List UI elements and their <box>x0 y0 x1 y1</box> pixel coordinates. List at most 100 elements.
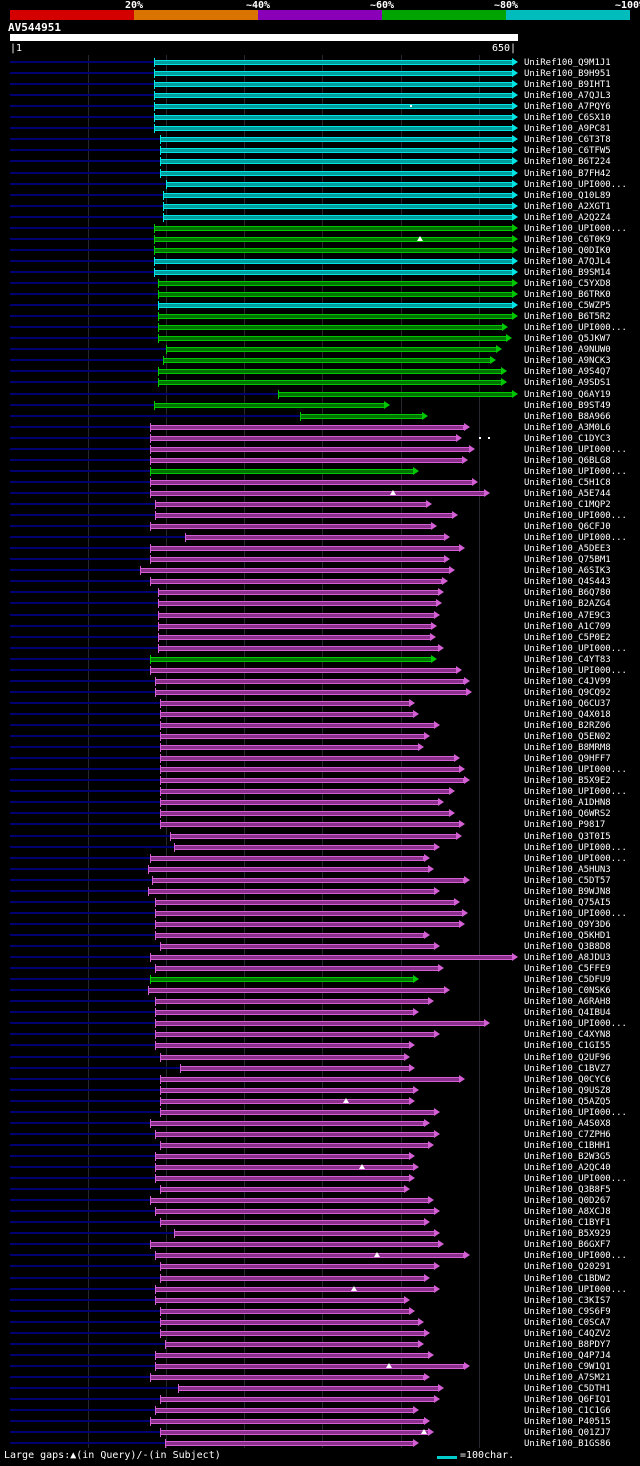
hit-start-tick <box>165 1339 166 1349</box>
hit-start-tick <box>150 577 152 587</box>
hit-row: UniRef100_A7SM21 <box>0 1372 640 1383</box>
query-span-line <box>10 724 161 726</box>
hit-id-label: UniRef100_B2RZ06 <box>524 721 611 731</box>
hit-bar <box>160 756 456 762</box>
hit-start-tick <box>154 919 156 929</box>
hit-arrowhead-icon <box>413 709 420 718</box>
hit-start-tick <box>160 787 162 797</box>
hit-id-label: UniRef100_A5DEE3 <box>524 544 611 555</box>
hit-id-label: UniRef100_Q75BM1 <box>524 555 611 566</box>
hit-row: UniRef100_B9SM14 <box>0 267 640 278</box>
query-span-line <box>10 326 158 329</box>
hit-id-label: UniRef100_UPI000... <box>524 765 627 776</box>
hit-id-label: UniRef100_C0SCA7 <box>524 1317 611 1328</box>
hit-id-label: UniRef100_B8MRM8 <box>524 743 611 754</box>
query-span-line <box>10 315 158 318</box>
hit-arrowhead-icon <box>490 356 497 365</box>
query-span-line <box>10 1331 161 1334</box>
query-span-line <box>10 480 151 483</box>
hit-id-label: UniRef100_C5YXD8 <box>524 279 611 289</box>
query-span-line <box>10 856 151 859</box>
hit-arrowhead-icon <box>429 632 436 641</box>
hit-arrowhead-icon <box>428 864 435 873</box>
hit-bar <box>154 1286 435 1292</box>
query-span-line <box>10 226 154 229</box>
identity-scale-label: ~40% <box>245 0 271 11</box>
query-span-line <box>10 602 158 605</box>
hit-arrowhead-icon <box>512 256 518 265</box>
hit-row: UniRef100_A8JDU3 <box>0 952 640 963</box>
hit-bar <box>160 1098 410 1104</box>
hit-arrowhead-icon <box>448 809 455 818</box>
hit-row: UniRef100_Q6AY19 <box>0 389 640 400</box>
hit-id-label: UniRef100_B2AZG4 <box>524 599 611 610</box>
hit-bar <box>157 623 433 629</box>
hit-id-label: UniRef100_C1GI55 <box>524 1041 611 1052</box>
hit-arrowhead-icon <box>512 389 518 398</box>
hit-id-label: UniRef100_Q6FIQ1 <box>524 1395 611 1406</box>
hit-start-tick <box>150 422 152 432</box>
hit-bar <box>157 634 431 640</box>
hit-start-tick <box>154 69 155 79</box>
hit-id-label: UniRef100_Q10L89 <box>524 190 611 201</box>
hit-row: UniRef100_B2W3G5 <box>0 1151 640 1162</box>
query-span-line <box>10 956 151 959</box>
hit-arrowhead-icon <box>433 610 440 619</box>
hit-arrowhead-icon <box>422 411 428 420</box>
hit-row: UniRef100_UPI000... <box>0 786 640 797</box>
query-span-line <box>10 204 163 207</box>
hit-start-tick <box>159 135 161 145</box>
query-span-line <box>10 1110 161 1113</box>
hit-arrowhead-icon <box>433 721 440 729</box>
hit-id-label: UniRef100_UPI000... <box>524 323 627 334</box>
hit-bar <box>150 546 460 552</box>
hit-start-tick <box>160 1262 162 1272</box>
query-span-line <box>10 922 155 925</box>
hit-row: UniRef100_A8XCJ8 <box>0 1206 640 1217</box>
hit-row: UniRef100_C0SCA7 <box>0 1317 640 1328</box>
query-span-line <box>10 690 155 693</box>
hit-bar <box>154 999 430 1005</box>
hit-arrowhead-icon <box>404 1185 410 1194</box>
hit-start-tick <box>154 1019 156 1029</box>
query-span-line <box>10 978 151 981</box>
subject-gap-marker-icon <box>410 105 412 108</box>
hit-bar <box>154 678 465 684</box>
hit-row: UniRef100_Q9CQ92 <box>0 687 640 698</box>
hit-arrowhead-icon <box>512 223 518 232</box>
hit-id-label: UniRef100_C1MQP2 <box>524 500 611 510</box>
hit-row: UniRef100_C1BDW2 <box>0 1273 640 1284</box>
query-span-line <box>10 1364 155 1367</box>
hit-arrowhead-icon <box>433 1030 440 1039</box>
hit-bar <box>150 446 470 452</box>
hit-id-label: UniRef100_Q9USZ8 <box>524 1085 611 1096</box>
hit-arrowhead-icon <box>438 643 445 652</box>
hit-start-tick <box>154 964 156 974</box>
hit-row: UniRef100_P40515 <box>0 1416 640 1427</box>
hit-id-label: UniRef100_A6RAH8 <box>524 997 611 1008</box>
hit-row: UniRef100_Q5EN02 <box>0 731 640 742</box>
hit-bar <box>154 104 513 110</box>
query-span-line <box>10 359 163 362</box>
hit-id-label: UniRef100_B9IHT1 <box>524 80 611 91</box>
hit-arrowhead-icon <box>461 908 468 917</box>
hit-bar <box>160 1109 435 1115</box>
hit-start-tick <box>151 875 153 885</box>
query-span-line <box>10 72 154 75</box>
query-span-line <box>10 1132 155 1135</box>
hit-arrowhead-icon <box>501 378 507 387</box>
hit-start-tick <box>159 168 161 178</box>
hit-bar <box>160 1187 405 1193</box>
hit-arrowhead-icon <box>408 1063 415 1072</box>
hit-row: UniRef100_B6TRK0 <box>0 289 640 300</box>
hit-arrowhead-icon <box>501 323 508 332</box>
hit-arrowhead-icon <box>413 466 420 475</box>
identity-scale-label: ~100% <box>614 0 640 11</box>
hit-bar <box>150 435 457 441</box>
hit-bar <box>165 181 513 187</box>
hit-id-label: UniRef100_Q5JKW7 <box>524 334 611 345</box>
hit-id-label: UniRef100_Q0DIK0 <box>524 245 611 256</box>
hit-arrowhead-icon <box>423 1218 430 1227</box>
hit-start-tick <box>150 975 152 985</box>
query-span-line <box>10 1177 155 1180</box>
